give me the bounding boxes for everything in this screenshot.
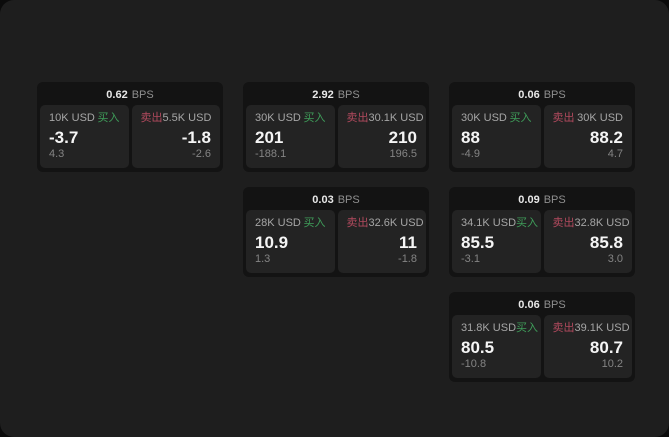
buy-panel[interactable]: 31.8K USD 买入 80.5 -10.8 — [452, 315, 541, 378]
spread-header: 0.03 BPS — [246, 187, 426, 210]
sell-panel[interactable]: 卖出 32.8K USD 85.8 3.0 — [543, 210, 632, 273]
spread-header: 0.06 BPS — [452, 292, 632, 315]
quote-card-6: 0.06 BPS 31.8K USD 买入 80.5 -10.8 卖出 39.1K… — [449, 292, 635, 382]
sell-delta: -1.8 — [398, 253, 417, 265]
quote-cards-grid: 0.62 BPS 10K USD 买入 -3.7 4.3 卖出 5.5K USD — [37, 82, 635, 382]
sell-panel[interactable]: 卖出 39.1K USD 80.7 10.2 — [543, 315, 632, 378]
spread-header: 2.92 BPS — [246, 82, 426, 105]
spread-value: 0.03 — [312, 194, 334, 206]
buy-size: 34.1K USD — [461, 217, 517, 229]
spread-unit-label: BPS — [337, 89, 360, 101]
sell-price: 11 — [399, 233, 417, 252]
spread-header: 0.09 BPS — [452, 187, 632, 210]
sell-price: -1.8 — [181, 128, 211, 147]
buy-panel[interactable]: 30K USD 买入 201 -188.1 — [246, 105, 335, 168]
quote-card-3: 0.06 BPS 30K USD 买入 88 -4.9 卖出 30K USD — [449, 82, 635, 172]
buy-size: 28K USD — [255, 217, 301, 229]
sell-label: 卖出 — [552, 217, 575, 229]
sell-price: 85.8 — [589, 233, 623, 252]
buy-size: 30K USD — [461, 112, 507, 124]
quote-card-5: 0.09 BPS 34.1K USD 买入 85.5 -3.1 卖出 32.8K … — [449, 187, 635, 277]
buy-size: 10K USD — [49, 112, 95, 124]
buy-price: 88 — [461, 128, 480, 147]
sell-panel[interactable]: 卖出 30.1K USD 210 196.5 — [337, 105, 426, 168]
spread-value: 0.62 — [106, 89, 128, 101]
sell-delta: 10.2 — [601, 358, 623, 370]
buy-price: 201 — [255, 128, 284, 147]
sell-label: 卖出 — [346, 217, 369, 229]
buy-price: 85.5 — [461, 233, 495, 252]
sell-size: 30K USD — [577, 112, 623, 124]
buy-label: 买入 — [516, 322, 539, 334]
sell-panel[interactable]: 卖出 32.6K USD 11 -1.8 — [337, 210, 426, 273]
buy-delta: 1.3 — [255, 253, 271, 265]
spread-header: 0.62 BPS — [40, 82, 220, 105]
sell-delta: 4.7 — [607, 148, 623, 160]
buy-size: 31.8K USD — [461, 322, 517, 334]
sell-size: 39.1K USD — [574, 322, 630, 334]
buy-price: 80.5 — [461, 338, 495, 357]
sell-delta: -2.6 — [192, 148, 211, 160]
buy-price: 10.9 — [255, 233, 289, 252]
buy-panel[interactable]: 34.1K USD 买入 85.5 -3.1 — [452, 210, 541, 273]
spread-value: 0.09 — [518, 194, 540, 206]
spread-unit-label: BPS — [337, 194, 360, 206]
spread-value: 0.06 — [518, 299, 540, 311]
buy-delta: -188.1 — [255, 148, 287, 160]
buy-size: 30K USD — [255, 112, 301, 124]
sell-panel[interactable]: 卖出 5.5K USD -1.8 -2.6 — [131, 105, 220, 168]
sell-size: 32.8K USD — [574, 217, 630, 229]
buy-delta: -3.1 — [461, 253, 480, 265]
spread-unit-label: BPS — [543, 299, 566, 311]
spread-unit-label: BPS — [131, 89, 154, 101]
quote-card-2: 2.92 BPS 30K USD 买入 201 -188.1 卖出 30.1K U… — [243, 82, 429, 172]
quote-card-1: 0.62 BPS 10K USD 买入 -3.7 4.3 卖出 5.5K USD — [37, 82, 223, 172]
sell-size: 5.5K USD — [162, 112, 212, 124]
quote-card-4: 0.03 BPS 28K USD 买入 10.9 1.3 卖出 32.6K USD — [243, 187, 429, 277]
spread-header: 0.06 BPS — [452, 82, 632, 105]
buy-panel[interactable]: 30K USD 买入 88 -4.9 — [452, 105, 541, 168]
spread-value: 0.06 — [518, 89, 540, 101]
buy-delta: -10.8 — [461, 358, 487, 370]
buy-label: 买入 — [303, 112, 326, 124]
sell-size: 30.1K USD — [368, 112, 424, 124]
sell-price: 210 — [388, 128, 417, 147]
buy-label: 买入 — [509, 112, 532, 124]
buy-panel[interactable]: 10K USD 买入 -3.7 4.3 — [40, 105, 129, 168]
spread-unit-label: BPS — [543, 194, 566, 206]
buy-delta: -4.9 — [461, 148, 480, 160]
buy-panel[interactable]: 28K USD 买入 10.9 1.3 — [246, 210, 335, 273]
sell-label: 卖出 — [552, 112, 575, 124]
buy-label: 买入 — [303, 217, 326, 229]
sell-price: 88.2 — [589, 128, 623, 147]
sell-price: 80.7 — [589, 338, 623, 357]
buy-label: 买入 — [97, 112, 120, 124]
sell-panel[interactable]: 卖出 30K USD 88.2 4.7 — [543, 105, 632, 168]
buy-delta: 4.3 — [49, 148, 65, 160]
sell-label: 卖出 — [346, 112, 369, 124]
sell-delta: 196.5 — [389, 148, 417, 160]
sell-delta: 3.0 — [607, 253, 623, 265]
spread-value: 2.92 — [312, 89, 334, 101]
sell-label: 卖出 — [140, 112, 163, 124]
sell-size: 32.6K USD — [368, 217, 424, 229]
buy-price: -3.7 — [49, 128, 79, 147]
sell-label: 卖出 — [552, 322, 575, 334]
buy-label: 买入 — [516, 217, 539, 229]
spread-unit-label: BPS — [543, 89, 566, 101]
